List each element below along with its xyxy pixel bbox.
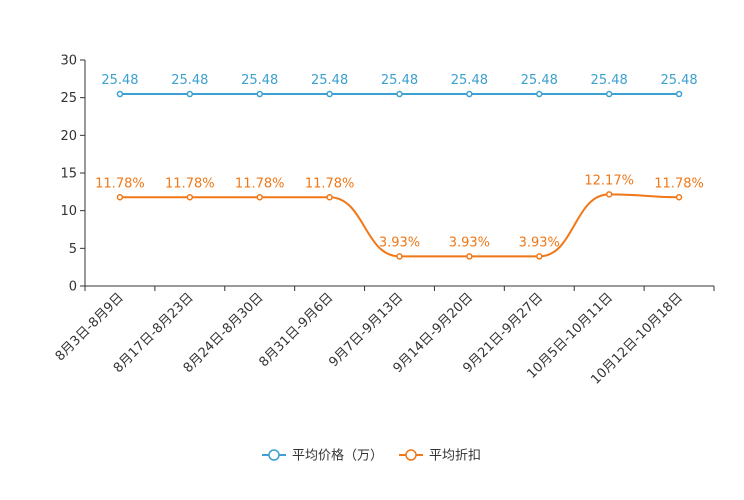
data-label: 25.48 <box>521 73 558 88</box>
x-tick-label: 8月31日-9月6日 <box>257 290 337 370</box>
data-point[interactable] <box>116 90 124 98</box>
data-label: 25.48 <box>101 73 138 88</box>
legend-item[interactable]: 平均折扣 <box>399 449 481 464</box>
data-point[interactable] <box>256 90 263 98</box>
data-label: 25.48 <box>660 73 697 88</box>
legend-label: 平均折扣 <box>429 449 481 464</box>
data-point[interactable] <box>466 253 473 260</box>
data-label: 3.93% <box>449 235 490 250</box>
series-2: 11.78% 11.78% 11.78% 11.78% 3.93% 3.93% 3.93% 1… <box>95 173 704 260</box>
legend[interactable]: 平均价格（万） 平均折扣 <box>262 448 481 464</box>
data-point[interactable] <box>326 90 333 98</box>
series-layer: 25.48 25.48 25.48 25.48 25.48 25.48 25.48 25.48… <box>95 73 704 260</box>
data-point[interactable] <box>256 194 263 201</box>
data-point[interactable] <box>605 191 613 198</box>
data-point[interactable] <box>536 253 543 260</box>
x-tick-label: 8月3日-8月9日 <box>53 290 127 364</box>
data-point[interactable] <box>675 90 683 98</box>
data-label: 3.93% <box>519 235 560 250</box>
legend-label: 平均价格（万） <box>292 448 383 464</box>
axes: 0510152025308月3日-8月9日8月17日-8月23日8月24日-8月… <box>53 54 715 388</box>
data-label: 25.48 <box>381 73 418 88</box>
data-label: 12.17% <box>584 173 634 188</box>
data-point[interactable] <box>605 90 613 98</box>
y-tick-label: 5 <box>69 242 77 257</box>
data-point[interactable] <box>396 90 403 98</box>
series-1: 25.48 25.48 25.48 25.48 25.48 25.48 25.48 25.48… <box>101 73 698 98</box>
data-point[interactable] <box>186 90 194 98</box>
data-label: 25.48 <box>241 73 278 88</box>
data-label: 11.78% <box>654 176 704 191</box>
x-tick-label: 9月7日-9月13日 <box>326 290 406 370</box>
y-tick-label: 15 <box>60 167 77 182</box>
data-label: 11.78% <box>95 176 145 191</box>
legend-marker-icon <box>268 449 280 461</box>
y-tick-label: 30 <box>60 54 77 69</box>
data-label: 25.48 <box>311 73 348 88</box>
data-label: 11.78% <box>165 176 215 191</box>
data-label: 25.48 <box>451 73 488 88</box>
data-point[interactable] <box>396 253 403 260</box>
y-tick-label: 0 <box>69 280 77 295</box>
data-point[interactable] <box>326 194 333 201</box>
data-label: 11.78% <box>305 176 355 191</box>
y-tick-label: 10 <box>60 204 77 219</box>
y-tick-label: 25 <box>60 91 77 106</box>
legend-item[interactable]: 平均价格（万） <box>262 448 383 464</box>
data-label: 3.93% <box>379 235 420 250</box>
data-label: 11.78% <box>235 176 285 191</box>
data-point[interactable] <box>116 194 124 201</box>
data-label: 25.48 <box>171 73 208 88</box>
y-tick-label: 20 <box>60 129 77 144</box>
data-label: 25.48 <box>591 73 628 88</box>
legend-marker-icon <box>405 449 417 461</box>
data-point[interactable] <box>466 90 473 98</box>
data-point[interactable] <box>675 194 683 201</box>
data-point[interactable] <box>536 90 543 98</box>
data-point[interactable] <box>186 194 194 201</box>
